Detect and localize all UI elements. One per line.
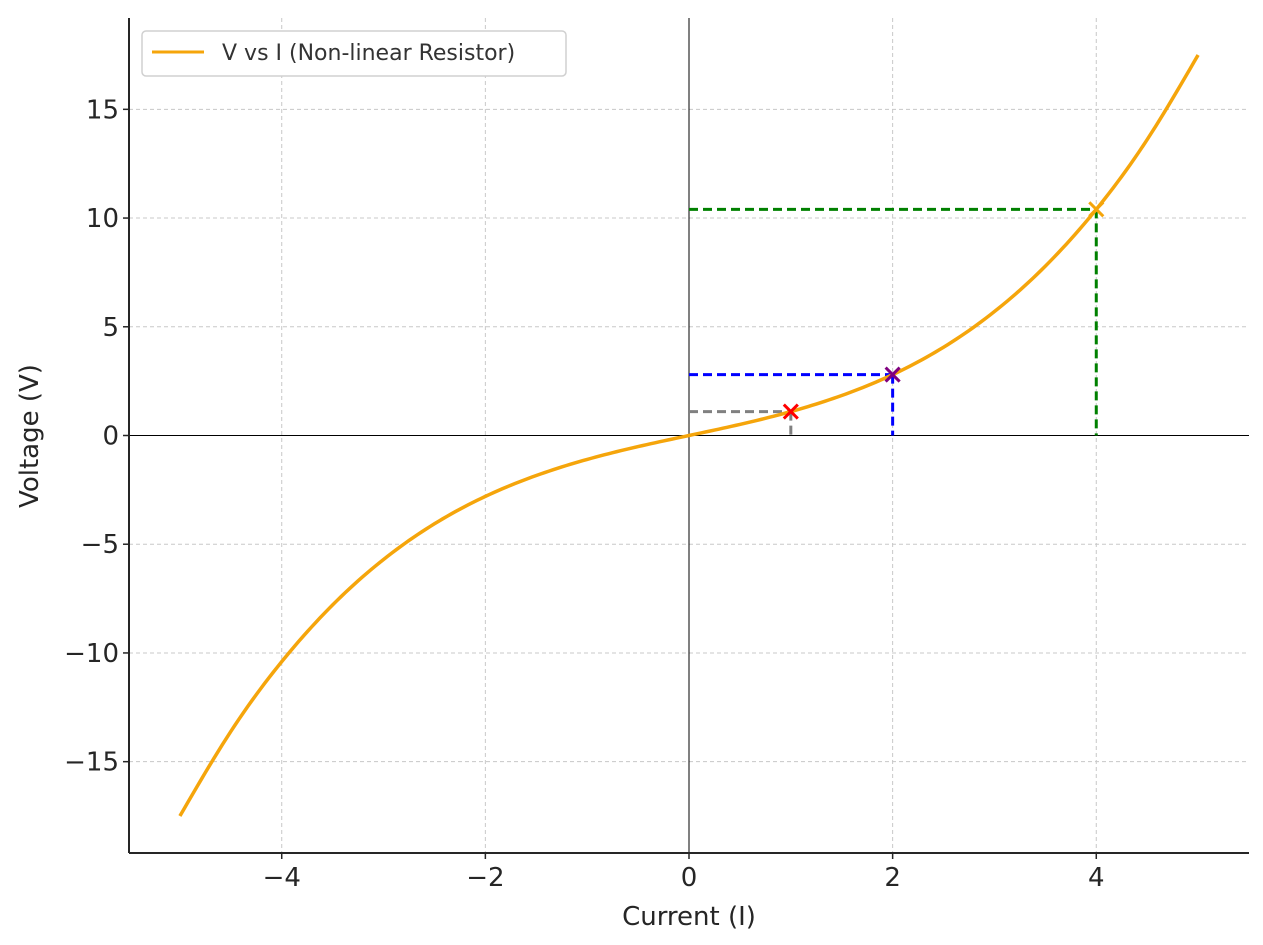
x-tick-label: −2 — [466, 863, 504, 893]
ticks: −4 −2 0 2 4 −15 −10 −5 0 5 10 15 — [64, 95, 1104, 893]
marker-layer — [782, 201, 1105, 420]
series-layer — [178, 54, 1200, 817]
guide-lines — [689, 207, 1098, 436]
data-point-marker — [1088, 201, 1105, 218]
y-tick-label: 15 — [86, 95, 119, 125]
marker-stroke — [782, 403, 799, 420]
y-tick-label: 0 — [102, 422, 119, 452]
series-line — [178, 54, 1200, 817]
x-tick-label: 0 — [681, 863, 698, 893]
legend: V vs I (Non-linear Resistor) — [141, 30, 567, 77]
y-tick-label: −5 — [81, 530, 119, 560]
y-tick-label: 5 — [102, 313, 119, 343]
legend-label: V vs I (Non-linear Resistor) — [222, 41, 515, 66]
data-point-marker — [884, 366, 901, 383]
x-tick-label: 4 — [1088, 863, 1105, 893]
y-tick-label: −10 — [64, 639, 119, 669]
x-tick-label: −4 — [263, 863, 301, 893]
marker-stroke — [1088, 201, 1105, 218]
marker-stroke — [884, 366, 901, 383]
legend-box — [141, 30, 567, 77]
y-tick-label: 10 — [86, 204, 119, 234]
data-point-marker — [782, 403, 799, 420]
y-tick-label: −15 — [64, 748, 119, 778]
x-axis-title: Current (I) — [622, 902, 756, 932]
x-tick-label: 2 — [884, 863, 901, 893]
y-axis-title: Voltage (V) — [15, 364, 45, 508]
